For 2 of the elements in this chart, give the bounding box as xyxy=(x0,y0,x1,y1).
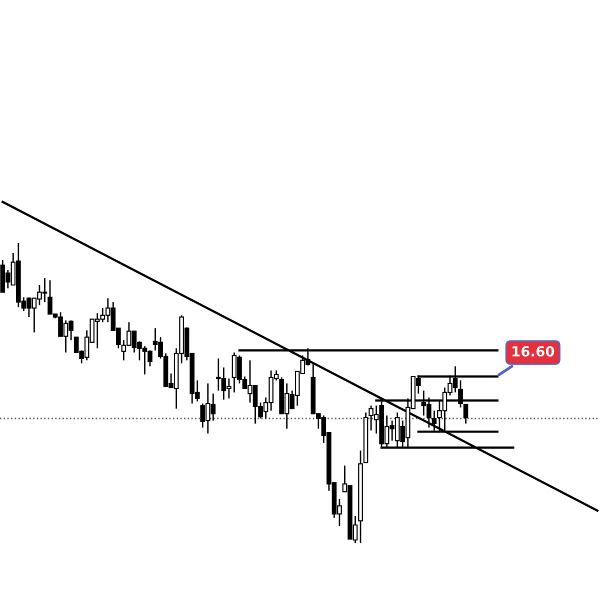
candlestick xyxy=(463,404,468,424)
annotation: 16.60 xyxy=(512,346,554,357)
